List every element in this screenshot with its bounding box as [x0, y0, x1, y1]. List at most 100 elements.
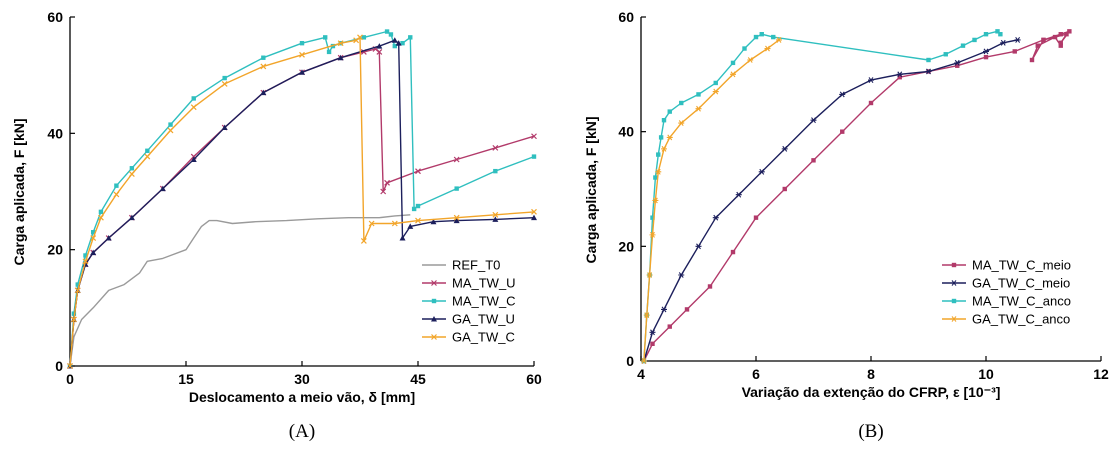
data-point: [454, 186, 459, 191]
data-point: [951, 262, 957, 268]
data-point: [1014, 36, 1021, 43]
data-point: [70, 316, 77, 323]
data-point: [299, 69, 305, 75]
data-point: [730, 60, 736, 66]
y-tick-label: 40: [47, 125, 63, 141]
data-point: [407, 223, 414, 229]
data-point: [661, 145, 667, 152]
y-axis-label: Carga aplicada, F [kN]: [583, 116, 599, 263]
data-point: [408, 35, 413, 40]
x-tick-label: 15: [178, 371, 194, 387]
data-point: [781, 145, 788, 152]
legend-label: MA_TW_C_anco: [972, 294, 1071, 309]
data-point: [678, 120, 685, 127]
x-tick-label: 6: [752, 366, 760, 382]
data-point: [391, 220, 398, 227]
x-tick-label: 8: [867, 366, 875, 382]
data-point: [1041, 37, 1046, 43]
data-point: [90, 235, 97, 241]
data-point: [1058, 43, 1063, 48]
data-point: [531, 214, 537, 221]
data-point: [113, 191, 120, 198]
data-point: [960, 43, 966, 48]
data-point: [415, 168, 421, 175]
series-ref-t0: [69, 214, 411, 367]
data-point: [431, 316, 437, 322]
chart-panel-b: 0 20 40 60 4 6 8 10 12 Carga aplicada, F [kN] Vari…: [583, 9, 1109, 442]
data-point: [400, 40, 405, 46]
data-point: [649, 231, 656, 238]
legend-label: GA_TW_C_meio: [972, 276, 1070, 291]
data-point: [943, 52, 948, 57]
data-point: [222, 75, 227, 81]
series-line: [643, 39, 780, 362]
x-tick-label: 30: [294, 371, 310, 387]
y-tick-label: 0: [626, 353, 634, 369]
data-point: [415, 203, 421, 209]
x-tick-label: 60: [526, 371, 542, 387]
data-point: [747, 57, 754, 63]
data-point: [998, 32, 1003, 37]
data-point: [983, 54, 989, 60]
data-point: [67, 363, 73, 369]
series-line: [69, 214, 411, 367]
data-point: [954, 59, 961, 66]
data-point: [810, 117, 817, 124]
data-point: [128, 171, 135, 177]
data-point: [492, 144, 499, 151]
y-tick-label: 60: [47, 9, 63, 25]
data-point: [75, 282, 80, 287]
chart-panel-a: 0 20 40 60 0 15 30 45 60 Carga aplicada, F [kN] De…: [11, 9, 542, 442]
data-point: [759, 32, 764, 37]
data-point: [972, 37, 977, 43]
x-tick-label: 0: [66, 371, 74, 387]
data-point: [353, 37, 360, 44]
data-point: [453, 214, 460, 221]
data-point: [221, 80, 228, 87]
data-point: [260, 89, 267, 96]
y-tick-label: 40: [618, 124, 634, 140]
data-point: [1035, 43, 1040, 48]
data-point: [114, 183, 119, 188]
data-point: [105, 235, 112, 241]
data-point: [190, 104, 197, 111]
data-point: [83, 253, 88, 258]
data-point: [71, 311, 77, 316]
data-point: [1058, 40, 1063, 45]
data-point: [707, 284, 713, 289]
data-point: [337, 54, 344, 61]
x-tick-label: 10: [978, 366, 994, 382]
data-point: [730, 71, 736, 78]
x-tick-label: 45: [410, 371, 426, 387]
data-point: [493, 168, 498, 174]
data-point: [771, 34, 776, 40]
data-point: [753, 215, 759, 220]
data-point: [128, 214, 135, 221]
data-point: [411, 206, 417, 212]
data-point: [1052, 34, 1058, 40]
data-point: [531, 154, 537, 159]
data-point: [667, 109, 672, 114]
data-point: [357, 34, 363, 41]
data-point: [696, 92, 701, 97]
data-point: [656, 152, 661, 157]
series-ga-tw-c-meio: [640, 36, 1021, 364]
data-point: [897, 75, 902, 80]
data-point: [983, 32, 989, 37]
data-point: [730, 249, 736, 255]
data-point: [951, 298, 957, 304]
data-point: [384, 29, 390, 34]
data-point: [82, 258, 89, 265]
data-point: [395, 40, 402, 46]
data-point: [144, 153, 151, 160]
data-point: [951, 316, 957, 322]
y-axis-label: Carga aplicada, F [kN]: [11, 118, 27, 265]
panel-caption: (A): [289, 421, 315, 442]
data-point: [758, 168, 765, 175]
data-point: [926, 57, 931, 63]
data-point: [684, 307, 690, 312]
data-point: [431, 334, 437, 340]
data-point: [643, 312, 650, 319]
data-point: [431, 298, 437, 304]
data-point: [735, 191, 742, 198]
